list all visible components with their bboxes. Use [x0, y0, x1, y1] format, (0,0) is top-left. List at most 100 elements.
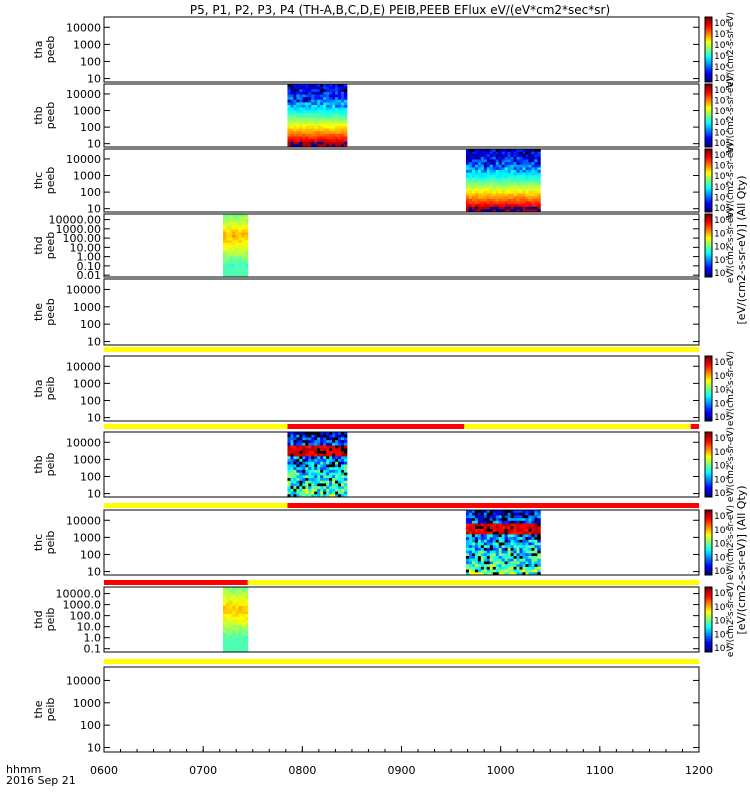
colorbar-swatch	[705, 121, 712, 125]
panel-background	[104, 432, 699, 497]
spectrogram-cell	[486, 172, 491, 176]
spectrogram-cell	[317, 442, 321, 446]
colorbar-frame	[704, 509, 713, 576]
spectrogram-cell	[525, 572, 529, 576]
spectrogram-cell	[528, 177, 532, 181]
spectrogram-cell	[308, 112, 312, 116]
spectrogram-cell	[341, 456, 345, 460]
spectrogram-cell	[317, 128, 321, 132]
spectrogram-cell	[332, 133, 336, 137]
spectrogram-cell	[341, 97, 345, 101]
spectrogram-cell	[338, 131, 342, 135]
colorbar-swatch	[705, 235, 712, 238]
colorbar-tick-label: 10⁷	[714, 162, 729, 172]
spectrogram-cell	[308, 84, 312, 88]
spectrogram-cell	[244, 248, 249, 252]
spectrogram-cell	[465, 558, 470, 562]
spectrogram-cell	[519, 526, 523, 530]
spectrogram-cell	[320, 133, 324, 137]
spectrogram-cell	[468, 534, 473, 538]
spectrogram-cell	[232, 216, 236, 220]
spectrogram-cell	[498, 204, 503, 208]
colorbar-swatch	[705, 636, 712, 640]
spectrogram-cell	[343, 84, 348, 88]
spectrogram-cell	[293, 459, 297, 463]
spectrogram-cell	[329, 102, 333, 106]
spectrogram-cell	[510, 515, 514, 519]
spectrogram-cell	[305, 123, 309, 127]
spectrogram-cell	[229, 633, 233, 637]
spectrogram-cell	[226, 232, 230, 236]
colorbar-tick-label: 10⁴	[714, 193, 729, 203]
spectrogram-cell	[492, 188, 497, 192]
colorbar-swatch	[705, 403, 712, 407]
spectrogram-cell	[513, 542, 517, 546]
spectrogram-cell	[531, 534, 535, 538]
spectrogram-cell	[229, 603, 233, 607]
panel-background	[104, 510, 699, 575]
spectrogram-cell	[480, 569, 485, 573]
spectrogram-cell	[510, 518, 514, 522]
spectrogram-cell	[287, 453, 291, 457]
spectrogram-cell	[522, 526, 526, 530]
spectrogram-cell	[465, 537, 470, 541]
spectrogram-cell	[314, 86, 318, 90]
colorbar-side-label-peib: [eV/(cm2-s-sr-eV)] (All Qty)	[735, 485, 748, 634]
spectrogram-cell	[293, 472, 297, 476]
spectrogram-cell	[305, 472, 309, 476]
spectrogram-cell	[465, 193, 470, 197]
spectrogram-cell	[320, 456, 324, 460]
spectrogram-cell	[534, 550, 538, 554]
spectrogram-cell	[531, 209, 535, 213]
spectrogram-cell	[296, 107, 300, 111]
y-tick-label: 10000.00	[49, 214, 102, 227]
spectrogram-cell	[241, 641, 246, 645]
spectrogram-cell	[317, 453, 321, 457]
spectrogram-cell	[323, 442, 327, 446]
spectrogram-cell	[223, 611, 227, 615]
spectrogram-cell	[519, 558, 523, 562]
colorbar-tick-label: 10⁵	[714, 256, 729, 266]
spectrogram-cell	[302, 448, 306, 452]
spectrogram-cell	[332, 445, 336, 449]
spectrogram-cell	[341, 467, 345, 471]
spectrogram-cell	[232, 587, 236, 591]
spectrogram-cell	[341, 123, 345, 127]
y-tick-label: 100	[80, 719, 101, 732]
spectrogram-cell	[465, 154, 470, 158]
colorbar-swatch	[705, 390, 712, 394]
spectrogram-cell	[335, 91, 339, 95]
spectrogram-cell	[299, 115, 303, 119]
panel-frame	[103, 16, 700, 83]
spectrogram-cell	[293, 461, 297, 465]
spectrogram-cell	[223, 221, 227, 225]
spectrogram-cell	[305, 144, 309, 148]
spectrogram-cell	[516, 151, 520, 155]
spectrogram-cell	[226, 592, 230, 596]
spectrogram-cell	[317, 115, 321, 119]
spectrogram-cell	[534, 149, 538, 153]
spectrogram-cell	[302, 467, 306, 471]
spectrogram-cell	[305, 494, 309, 498]
spectrogram-cell	[232, 269, 236, 273]
colorbar-swatch	[705, 107, 712, 110]
colorbar-swatch	[705, 371, 712, 374]
spectrogram-cell	[238, 630, 242, 634]
spectrogram-cell	[338, 459, 342, 463]
spectrogram-cell	[528, 175, 532, 179]
spectrogram-cell	[498, 572, 503, 576]
spectrogram-cell	[332, 139, 336, 143]
spectrogram-cell	[492, 520, 497, 524]
spectrogram-cell	[477, 566, 482, 570]
spectrogram-cell	[229, 622, 233, 626]
spectrogram-cell	[483, 547, 488, 552]
spectrogram-cell	[223, 633, 227, 637]
spectrogram-cell	[332, 478, 336, 482]
spectrogram-cell	[486, 561, 491, 565]
spectrogram-cell	[299, 445, 303, 449]
spectrogram-cell	[317, 84, 321, 88]
spectrogram-cell	[311, 99, 315, 103]
spectrogram-cell	[510, 175, 514, 179]
y-tick-label: 100	[80, 548, 101, 561]
